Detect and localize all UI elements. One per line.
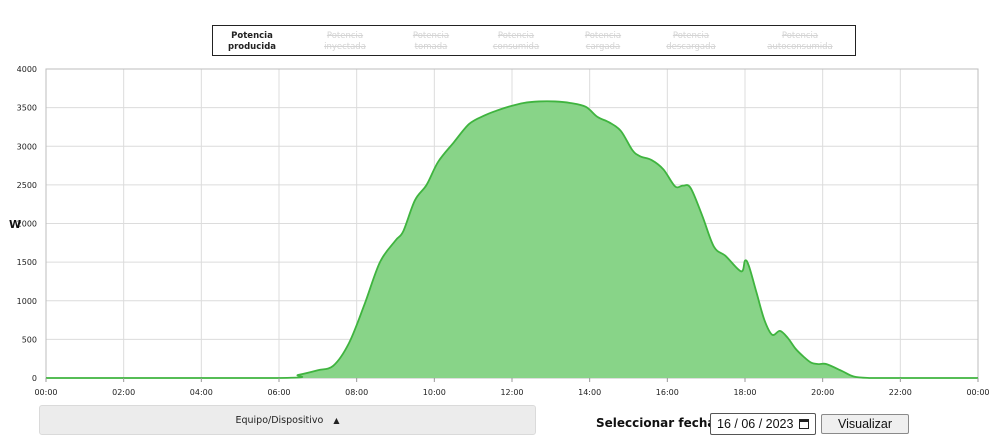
caret-up-icon: ▲ xyxy=(333,415,340,425)
series-area-potencia-producida xyxy=(46,101,978,378)
x-tick-label: 14:00 xyxy=(578,388,601,397)
legend-item-potencia-cargada[interactable]: Potencia cargada xyxy=(584,31,622,52)
date-value: 16 / 06 / 2023 xyxy=(717,417,794,431)
date-label: Seleccionar fecha xyxy=(596,416,716,430)
y-axis-ticks: 0 500 1000 1500 2000 2500 3000 3500 4000 xyxy=(17,65,37,383)
x-tick-label: 20:00 xyxy=(811,388,834,397)
x-tick-label: 00:00 xyxy=(34,388,57,397)
device-selector-button[interactable]: Equipo/Dispositivo ▲ xyxy=(39,405,536,435)
legend-item-potencia-producida[interactable]: Potencia producida xyxy=(227,31,277,52)
x-tick-label: 06:00 xyxy=(267,388,290,397)
x-tick-label: 10:00 xyxy=(423,388,446,397)
y-tick-label: 1000 xyxy=(17,297,37,306)
power-area-chart: 0 500 1000 1500 2000 2500 3000 3500 4000 00:00 02… xyxy=(9,65,990,397)
date-input[interactable]: 16 / 06 / 2023 xyxy=(710,413,816,435)
x-tick-label: 16:00 xyxy=(656,388,679,397)
legend-item-potencia-autoconsumida[interactable]: Potencia autoconsumida xyxy=(767,31,833,52)
legend-item-potencia-descargada[interactable]: Potencia descargada xyxy=(666,31,716,52)
view-button[interactable]: Visualizar xyxy=(821,414,909,434)
x-tick-label: 08:00 xyxy=(345,388,368,397)
y-tick-label: 0 xyxy=(32,374,37,383)
x-tick-label: 02:00 xyxy=(112,388,135,397)
x-tick-label: 22:00 xyxy=(889,388,912,397)
x-tick-label: 04:00 xyxy=(190,388,213,397)
y-axis-label: W xyxy=(9,218,21,231)
y-tick-label: 4000 xyxy=(17,65,37,74)
x-tick-label: 18:00 xyxy=(733,388,756,397)
y-tick-label: 2500 xyxy=(17,181,37,190)
x-tick-label: 00:00 xyxy=(966,388,989,397)
legend-item-potencia-tomada[interactable]: Potencia tomada xyxy=(412,31,450,52)
series-line-potencia-producida xyxy=(45,100,978,379)
y-tick-label: 3500 xyxy=(17,104,37,113)
x-axis-ticks: 00:00 02:00 04:00 06:00 08:00 10:00 12:00 14:00… xyxy=(34,378,990,397)
chart-legend: Potencia producida Potencia inyectada Po… xyxy=(212,25,856,56)
legend-item-potencia-consumida[interactable]: Potencia consumida xyxy=(492,31,540,52)
y-tick-label: 500 xyxy=(22,335,37,344)
device-selector-label: Equipo/Dispositivo xyxy=(235,414,324,426)
y-tick-label: 3000 xyxy=(17,142,37,151)
x-tick-label: 12:00 xyxy=(500,388,523,397)
calendar-icon[interactable] xyxy=(799,419,810,429)
legend-item-potencia-inyectada[interactable]: Potencia inyectada xyxy=(324,31,366,52)
y-tick-label: 1500 xyxy=(17,258,37,267)
y-tick-label: 2000 xyxy=(17,220,37,229)
